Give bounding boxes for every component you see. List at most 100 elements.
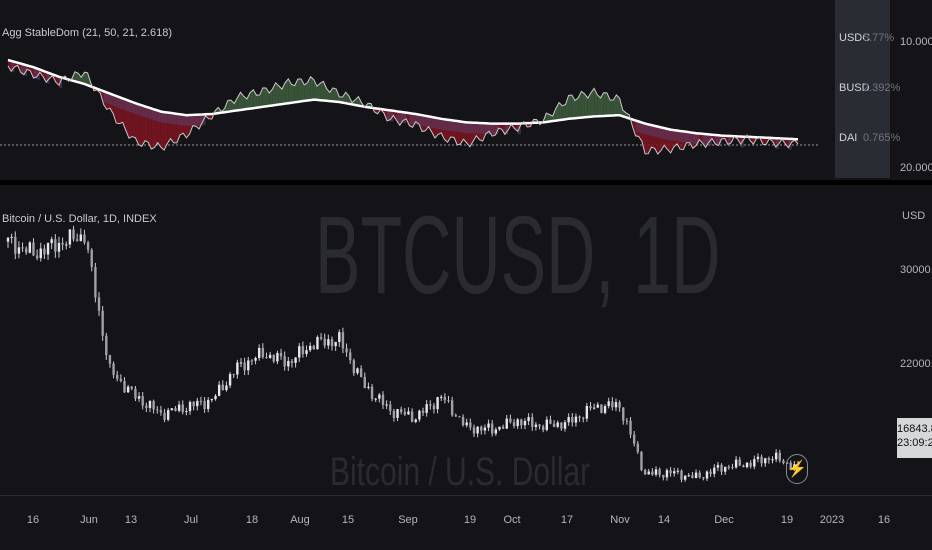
candle-body [276, 352, 279, 362]
candle-body [676, 470, 680, 472]
indicator-band [635, 120, 639, 133]
indicator-band [667, 128, 671, 141]
candle-body [480, 426, 483, 431]
candle-body [39, 248, 42, 259]
candle-body [119, 378, 123, 381]
indicator-fill-positive [568, 94, 572, 119]
candle-body [713, 467, 716, 474]
indicator-band [170, 112, 174, 125]
candle-body [86, 242, 90, 250]
candle-body [349, 352, 352, 361]
indicator-band [116, 96, 120, 108]
indicator-band [686, 131, 690, 144]
legend-symbol: DAI [839, 132, 858, 144]
candle-body [465, 422, 468, 426]
time-tick-19: 19 [780, 514, 794, 526]
candle-body [65, 244, 68, 246]
candle-body [600, 404, 603, 413]
bar-countdown: 23:09:28 [897, 437, 932, 449]
time-tick-nov: Nov [610, 514, 630, 526]
candle-body [25, 248, 28, 253]
time-tick-19: 19 [463, 514, 477, 526]
indicator-fill-positive [355, 96, 359, 106]
indicator-band [183, 114, 187, 126]
candle-body [625, 420, 629, 422]
indicator-fill-negative [785, 138, 789, 148]
candle-body [94, 267, 97, 298]
indicator-fill-positive [316, 83, 321, 101]
indicator-band [651, 125, 655, 137]
candle-body [541, 426, 545, 430]
candle-body [319, 337, 323, 339]
candle-body [549, 419, 552, 424]
candle-body [75, 239, 79, 241]
candle-body [622, 407, 625, 421]
candle-body [207, 399, 210, 410]
indicator-band [450, 120, 454, 132]
candle-body [283, 356, 286, 367]
indicator-band [33, 67, 37, 80]
candle-body [345, 348, 348, 353]
candle-body [112, 363, 115, 375]
stablecoin-legend: USDC 5.77% BUSD 2.392% DAI 0.765% [835, 0, 900, 178]
candle-body [450, 400, 454, 416]
indicator-band [683, 131, 687, 143]
indicator-band [654, 125, 658, 138]
indicator-fill-positive [250, 89, 254, 109]
candle-body [399, 409, 403, 412]
candle-body [421, 410, 425, 413]
indicator-band [492, 123, 496, 135]
indicator-fill-positive [262, 87, 267, 107]
candle-body [683, 475, 687, 480]
price-axis-30000: 30000.00 [900, 264, 932, 276]
candle-body [727, 466, 731, 468]
candle-body [658, 469, 661, 475]
indicator-band [409, 113, 413, 125]
indicator-fill-positive [227, 100, 231, 112]
candle-body [643, 469, 647, 475]
indicator-fill-positive [581, 91, 585, 118]
legend-symbol: BUSD [839, 82, 870, 94]
indicator-band [425, 115, 429, 128]
indicator-band [661, 127, 665, 139]
candle-body [316, 337, 319, 350]
indicator-pane[interactable] [0, 0, 932, 180]
candle-body [720, 464, 723, 472]
candle-body [705, 471, 709, 479]
indicator-fill-negative [514, 123, 518, 132]
indicator-band [125, 99, 130, 112]
indicator-fill-negative [43, 70, 47, 83]
indicator-band [463, 121, 467, 134]
candle-body [148, 401, 152, 408]
indicator-fill-positive [575, 97, 579, 119]
pane-separator[interactable] [0, 180, 932, 185]
indicator-band [460, 121, 464, 133]
indicator-band [638, 121, 642, 134]
indicator-band [418, 114, 423, 126]
time-tick-17: 17 [560, 514, 574, 526]
candle-body [196, 400, 199, 407]
candle-body [101, 310, 104, 336]
indicator-band [692, 132, 697, 144]
candle-body [265, 357, 268, 359]
candle-body [487, 423, 490, 428]
legend-symbol: USDC [839, 32, 871, 44]
indicator-fill-positive [565, 95, 569, 120]
time-tick-16: 16 [26, 514, 40, 526]
currency-label: USD [902, 210, 926, 222]
time-tick-dec: Dec [714, 514, 734, 526]
indicator-band [702, 133, 706, 145]
indicator-band [176, 113, 181, 126]
candle-body [698, 472, 701, 478]
candle-body [469, 422, 472, 428]
candle-body [440, 396, 443, 398]
indicator-band [199, 114, 203, 126]
candle-body [363, 376, 366, 388]
indicator-fill-positive [594, 88, 598, 117]
price-pane[interactable] [0, 185, 932, 495]
candle-body [753, 459, 756, 467]
candle-body [90, 249, 93, 268]
lightning-icon[interactable]: ⚡ [786, 454, 808, 484]
indicator-fill-positive [240, 92, 244, 110]
candle-body [378, 394, 381, 399]
